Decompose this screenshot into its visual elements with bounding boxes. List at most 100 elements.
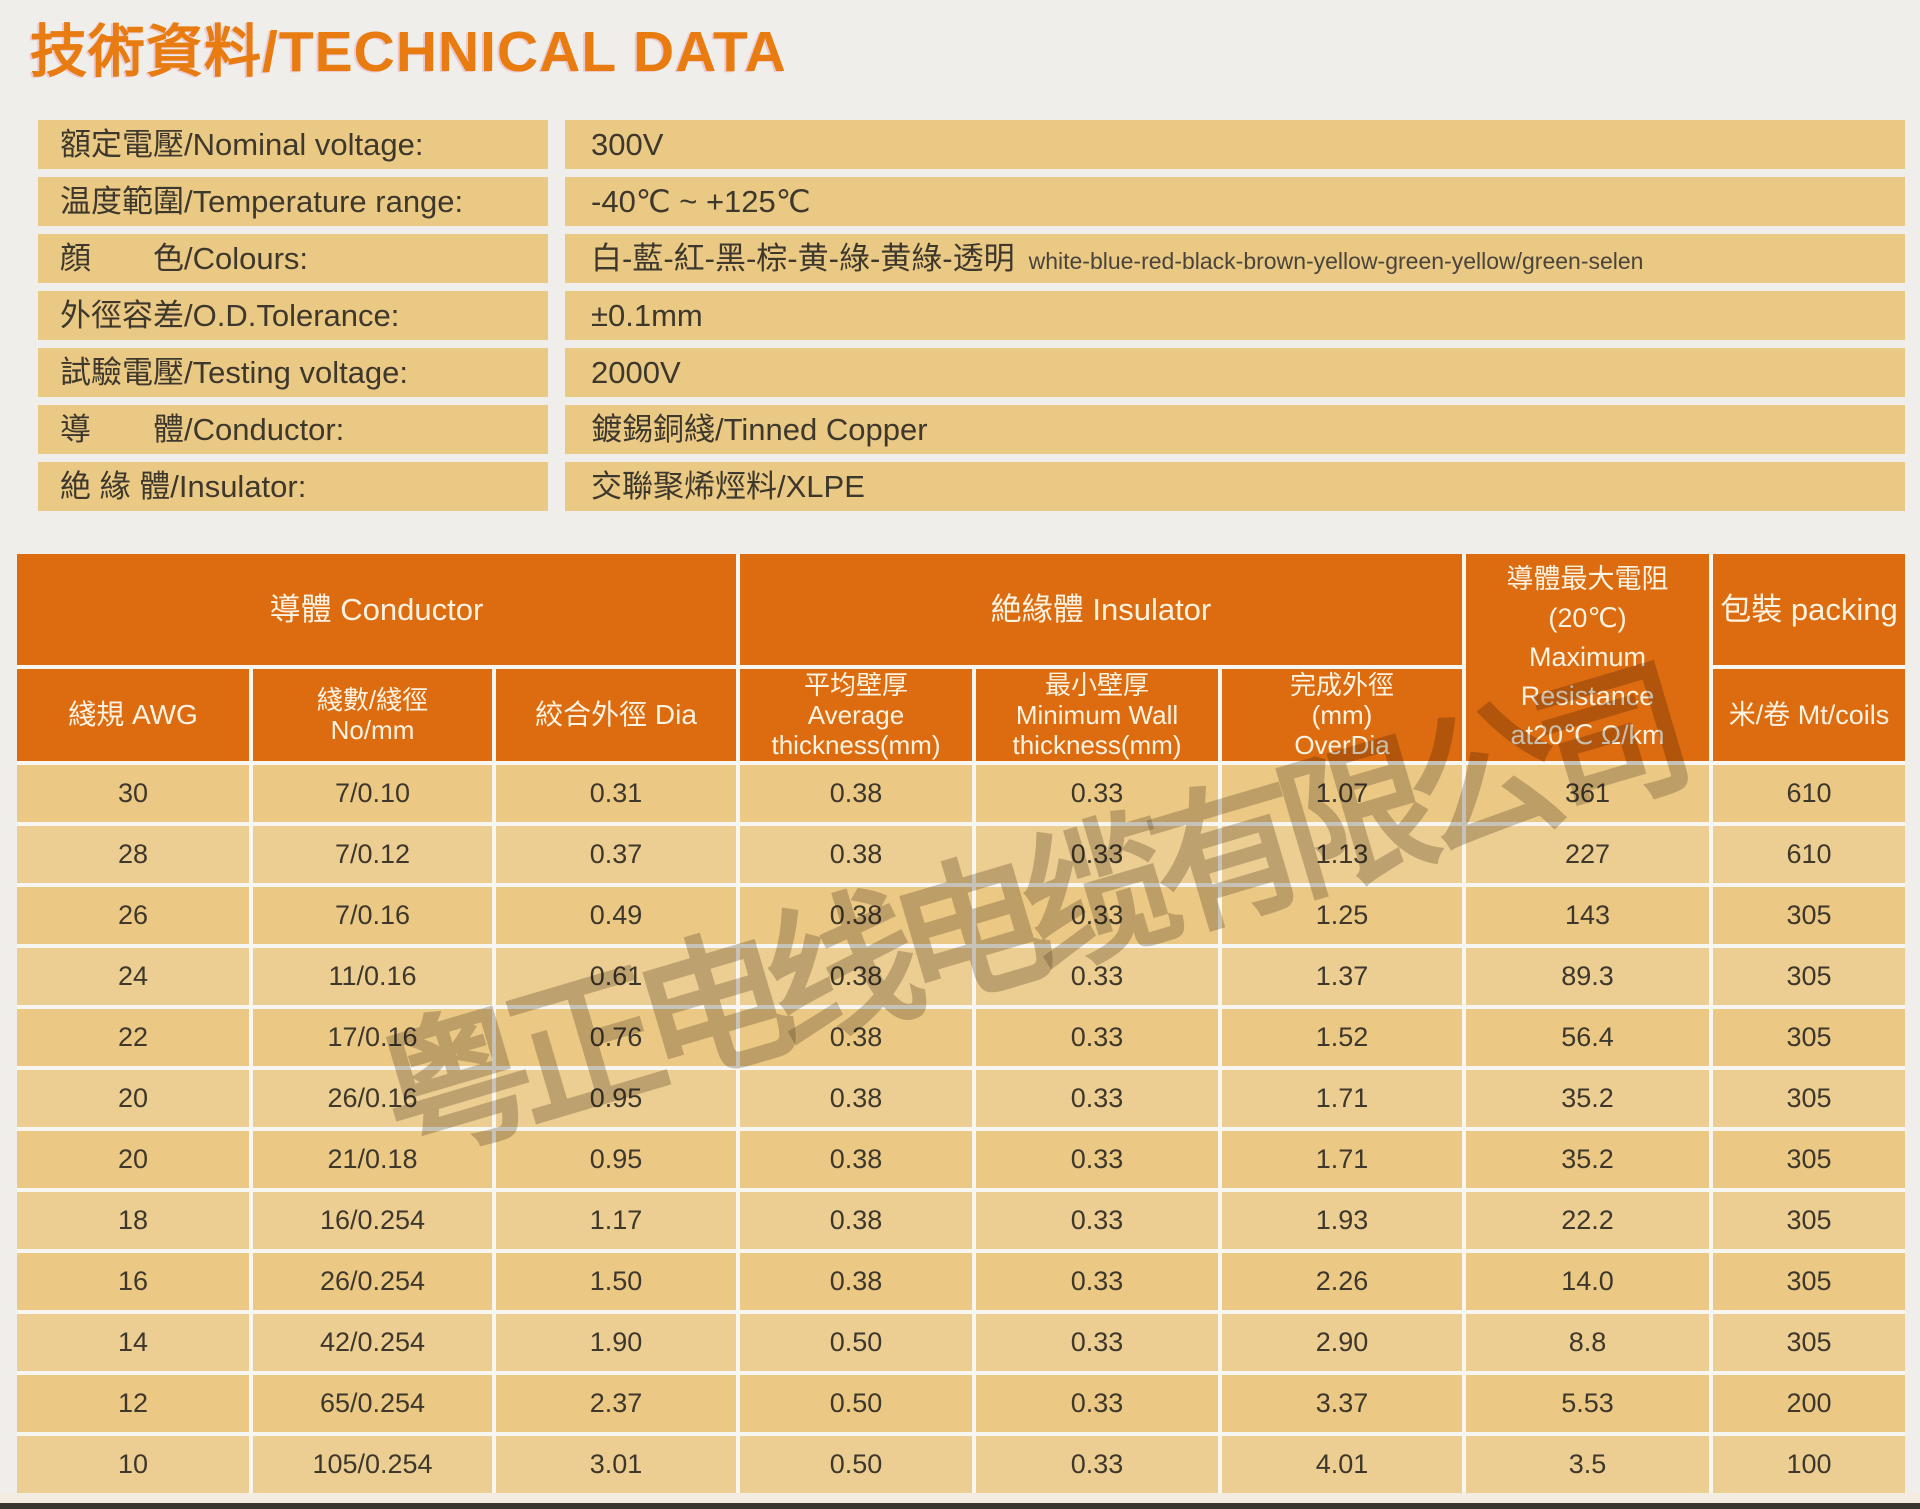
table-cell: 0.50 bbox=[740, 1314, 972, 1371]
header-group-packing: 包裝 packing bbox=[1713, 554, 1905, 665]
table-cell: 361 bbox=[1466, 765, 1709, 822]
table-cell: 4.01 bbox=[1222, 1436, 1462, 1493]
table-cell: 20 bbox=[17, 1131, 249, 1188]
header-mt-coils: 米/卷 Mt/coils bbox=[1713, 669, 1905, 761]
table-cell: 305 bbox=[1713, 1009, 1905, 1066]
table-cell: 610 bbox=[1713, 826, 1905, 883]
table-cell: 56.4 bbox=[1466, 1009, 1709, 1066]
spec-label: 導 體/Conductor: bbox=[38, 405, 548, 454]
page-title: 技術資料/TECHNICAL DATA bbox=[30, 20, 787, 84]
colours-zh: 白-藍-紅-黑-棕-黄-綠-黄綠-透明 bbox=[591, 241, 1015, 276]
table-cell: 305 bbox=[1713, 1192, 1905, 1249]
table-cell: 1.71 bbox=[1222, 1070, 1462, 1127]
table-cell: 7/0.12 bbox=[253, 826, 492, 883]
table-cell: 0.33 bbox=[976, 1436, 1218, 1493]
table-cell: 11/0.16 bbox=[253, 948, 492, 1005]
table-cell: 7/0.10 bbox=[253, 765, 492, 822]
table-cell: 227 bbox=[1466, 826, 1709, 883]
table-cell: 1.17 bbox=[496, 1192, 736, 1249]
header-group-conductor: 導體 Conductor bbox=[17, 554, 736, 665]
table-cell: 20 bbox=[17, 1070, 249, 1127]
table-cell: 0.76 bbox=[496, 1009, 736, 1066]
data-table: 導體 Conductor 絶緣體 Insulator 導體最大電阻 (20℃) … bbox=[17, 554, 1905, 1493]
table-cell: 3.37 bbox=[1222, 1375, 1462, 1432]
table-cell: 0.38 bbox=[740, 1192, 972, 1249]
spec-value: 鍍錫銅綫/Tinned Copper bbox=[565, 405, 1905, 454]
table-cell: 0.33 bbox=[976, 1131, 1218, 1188]
table-cell: 0.33 bbox=[976, 948, 1218, 1005]
table-cell: 0.38 bbox=[740, 948, 972, 1005]
table-cell: 0.38 bbox=[740, 1070, 972, 1127]
table-cell: 0.31 bbox=[496, 765, 736, 822]
table-cell: 1.90 bbox=[496, 1314, 736, 1371]
table-cell: 0.38 bbox=[740, 1253, 972, 1310]
table-cell: 14.0 bbox=[1466, 1253, 1709, 1310]
table-cell: 305 bbox=[1713, 887, 1905, 944]
table-cell: 305 bbox=[1713, 1131, 1905, 1188]
header-average-thickness: 平均壁厚 Average thickness(mm) bbox=[740, 669, 972, 761]
table-cell: 0.50 bbox=[740, 1375, 972, 1432]
table-cell: 0.95 bbox=[496, 1070, 736, 1127]
table-cell: 21/0.18 bbox=[253, 1131, 492, 1188]
header-no-mm: 綫數/綫徑 No/mm bbox=[253, 669, 492, 761]
table-cell: 1.25 bbox=[1222, 887, 1462, 944]
spec-row-temperature-range: 温度範圍/Temperature range: -40℃ ~ +125℃ bbox=[38, 177, 1905, 226]
table-cell: 18 bbox=[17, 1192, 249, 1249]
table-cell: 12 bbox=[17, 1375, 249, 1432]
table-cell: 35.2 bbox=[1466, 1131, 1709, 1188]
table-cell: 1.13 bbox=[1222, 826, 1462, 883]
spec-label: 外徑容差/O.D.Tolerance: bbox=[38, 291, 548, 340]
spec-value: 交聯聚烯烴料/XLPE bbox=[565, 462, 1905, 511]
table-cell: 610 bbox=[1713, 765, 1905, 822]
table-cell: 2.37 bbox=[496, 1375, 736, 1432]
table-cell: 0.33 bbox=[976, 1253, 1218, 1310]
table-cell: 1.52 bbox=[1222, 1009, 1462, 1066]
table-cell: 0.33 bbox=[976, 765, 1218, 822]
table-cell: 10 bbox=[17, 1436, 249, 1493]
spec-row-insulator: 絶 緣 體/Insulator: 交聯聚烯烴料/XLPE bbox=[38, 462, 1905, 511]
table-cell: 0.33 bbox=[976, 1192, 1218, 1249]
spec-value: 白-藍-紅-黑-棕-黄-綠-黄綠-透明 white-blue-red-black-… bbox=[565, 234, 1905, 283]
table-cell: 200 bbox=[1713, 1375, 1905, 1432]
table-cell: 305 bbox=[1713, 1314, 1905, 1371]
table-cell: 8.8 bbox=[1466, 1314, 1709, 1371]
table-cell: 0.38 bbox=[740, 1009, 972, 1066]
table-cell: 0.49 bbox=[496, 887, 736, 944]
table-cell: 0.33 bbox=[976, 1375, 1218, 1432]
table-cell: 100 bbox=[1713, 1436, 1905, 1493]
table-cell: 1.50 bbox=[496, 1253, 736, 1310]
header-awg: 綫規 AWG bbox=[17, 669, 249, 761]
table-cell: 0.38 bbox=[740, 765, 972, 822]
table-cell: 26/0.254 bbox=[253, 1253, 492, 1310]
table-cell: 26 bbox=[17, 887, 249, 944]
table-cell: 143 bbox=[1466, 887, 1709, 944]
table-cell: 16/0.254 bbox=[253, 1192, 492, 1249]
spec-label: 額定電壓/Nominal voltage: bbox=[38, 120, 548, 169]
spec-label: 絶 緣 體/Insulator: bbox=[38, 462, 548, 511]
table-cell: 1.07 bbox=[1222, 765, 1462, 822]
bottom-scan-edge bbox=[0, 1503, 1920, 1509]
spec-value: ±0.1mm bbox=[565, 291, 1905, 340]
spec-label: 温度範圍/Temperature range: bbox=[38, 177, 548, 226]
header-group-insulator: 絶緣體 Insulator bbox=[740, 554, 1462, 665]
table-cell: 16 bbox=[17, 1253, 249, 1310]
table-cell: 1.93 bbox=[1222, 1192, 1462, 1249]
spec-label: 顔 色/Colours: bbox=[38, 234, 548, 283]
table-cell: 1.71 bbox=[1222, 1131, 1462, 1188]
table-cell: 22 bbox=[17, 1009, 249, 1066]
table-cell: 0.61 bbox=[496, 948, 736, 1005]
header-max-resistance: 導體最大電阻 (20℃) Maximum Resistance at20℃ Ω/… bbox=[1466, 554, 1709, 761]
table-cell: 0.38 bbox=[740, 826, 972, 883]
table-cell: 28 bbox=[17, 826, 249, 883]
table-cell: 35.2 bbox=[1466, 1070, 1709, 1127]
table-cell: 89.3 bbox=[1466, 948, 1709, 1005]
table-cell: 5.53 bbox=[1466, 1375, 1709, 1432]
table-cell: 7/0.16 bbox=[253, 887, 492, 944]
table-cell: 22.2 bbox=[1466, 1192, 1709, 1249]
spec-row-nominal-voltage: 額定電壓/Nominal voltage: 300V bbox=[38, 120, 1905, 169]
table-cell: 26/0.16 bbox=[253, 1070, 492, 1127]
table-cell: 1.37 bbox=[1222, 948, 1462, 1005]
table-cell: 3.01 bbox=[496, 1436, 736, 1493]
table-cell: 0.38 bbox=[740, 887, 972, 944]
